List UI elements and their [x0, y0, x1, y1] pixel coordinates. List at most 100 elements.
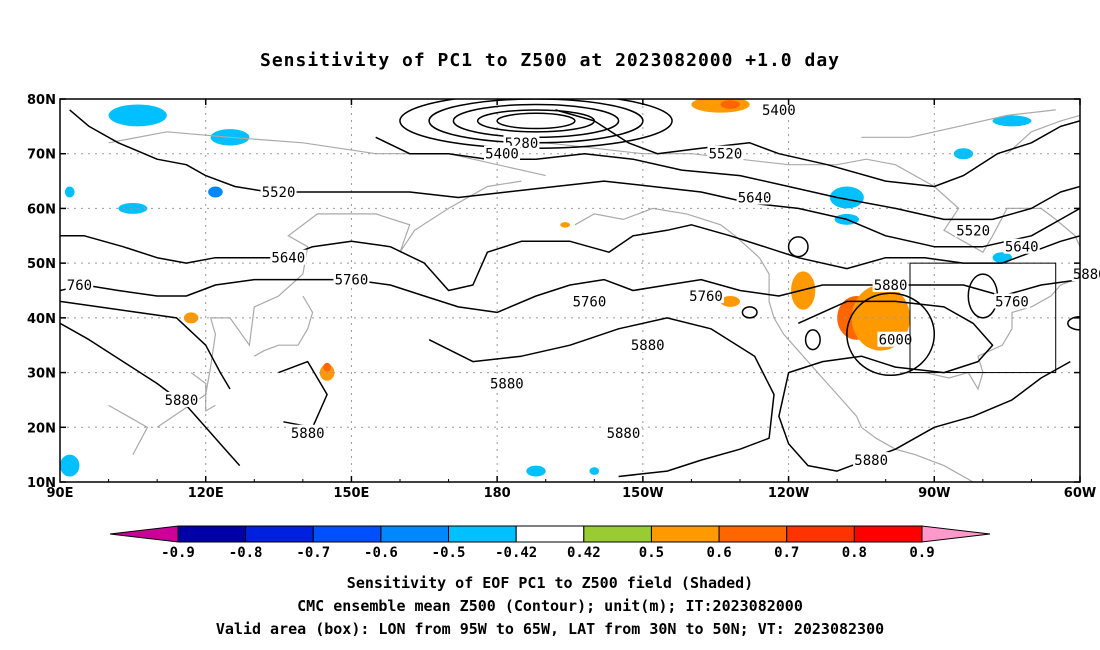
contour-label-bg [1071, 266, 1100, 282]
z500-contour [278, 360, 328, 429]
colorbar-label: -0.5 [432, 545, 466, 561]
lat-label: 30N [27, 367, 56, 382]
z500-contours [60, 99, 1080, 478]
shading-patch [720, 295, 740, 307]
z500-contour [476, 109, 596, 133]
contour-label: 5760 [995, 294, 1029, 310]
coastline [108, 404, 149, 455]
contour-label-bg [65, 277, 94, 293]
caption-shading: Sensitivity of EOF PC1 to Z500 field (Sh… [346, 574, 754, 592]
lat-label: 40N [27, 312, 56, 327]
contour-label-bg [736, 189, 773, 205]
contour-label: 5880 [607, 426, 641, 442]
coastline [900, 273, 1080, 391]
coastline [156, 180, 522, 428]
contour-label-bg [333, 271, 370, 287]
colorbar-swatch [515, 525, 585, 543]
lon-label: 180 [484, 486, 511, 501]
coastline [545, 142, 1080, 254]
lat-label: 20N [27, 421, 56, 436]
colorbar-label: 0.9 [909, 545, 934, 561]
colorbar-swatch [786, 525, 855, 543]
contour-label-bg [270, 249, 307, 265]
contour-label-bg [1003, 238, 1040, 254]
lat-label: 10N [27, 476, 56, 491]
z500-contour [69, 109, 1080, 248]
contour-label: 5640 [271, 251, 305, 267]
contour-label: 5760 [689, 289, 723, 305]
z500-contour [846, 292, 936, 377]
z500-contour [1067, 316, 1080, 331]
coastline [108, 131, 546, 177]
contour-label: 5400 [762, 103, 796, 119]
map-title: Sensitivity of PC1 to Z500 at 2023082000… [259, 50, 840, 71]
map-frame [59, 98, 1081, 483]
contour-label: 5520 [956, 223, 990, 239]
colorbar-label: -0.7 [296, 545, 330, 561]
z500-contour [787, 236, 809, 258]
contour-label: 5880 [854, 453, 888, 469]
colorbar-label: -0.42 [495, 545, 537, 561]
contour-label: 6000 [879, 333, 913, 349]
colorbar-label: 0.7 [774, 545, 799, 561]
contour-label-bg [488, 375, 525, 391]
caption-contour: CMC ensemble mean Z500 (Contour); unit(m… [297, 597, 803, 615]
contour-label: 5880 [490, 377, 524, 393]
contour-label: 5640 [738, 190, 772, 206]
contour-label-bg [571, 293, 608, 309]
contour-label: 5880 [1073, 267, 1100, 283]
contour-label-bg [994, 293, 1030, 309]
coastline [254, 295, 314, 357]
lon-label: 120E [188, 486, 224, 501]
colorbar-swatch [853, 525, 923, 543]
colorbar-swatch [245, 525, 314, 543]
coastline [190, 372, 216, 412]
shading-patch [589, 467, 600, 475]
shading-patch [118, 202, 148, 214]
colorbar-swatch [380, 525, 450, 543]
colorbar-swatch [583, 525, 652, 543]
sensitivity-shading [60, 99, 1032, 477]
lat-label: 60N [27, 202, 56, 217]
shading-patch [108, 104, 167, 127]
shading-patch [829, 186, 864, 209]
z500-contour [60, 278, 1080, 314]
contour-label: 5760 [573, 294, 607, 310]
contour-label: 5640 [1005, 240, 1039, 256]
z500-contour [60, 224, 1080, 292]
lat-label: 70N [27, 148, 56, 163]
colorbar-label: -0.9 [161, 545, 195, 561]
caption-valid-area: Valid area (box): LON from 95W to 65W, L… [215, 620, 885, 638]
z500-contour [555, 109, 1080, 188]
contour-label-bg [853, 452, 890, 468]
contour-label-bg [955, 222, 992, 238]
colorbar-swatch [448, 525, 517, 543]
coastline [1006, 114, 1080, 155]
z500-contour [778, 300, 1071, 472]
contour-label-bg [484, 145, 520, 161]
colorbar: -0.9 -0.8 -0.7 -0.6 -0.5 -0.42 0.42 0.5 0.6 0.7 0.… [109, 525, 991, 561]
contour-label-bg [289, 424, 326, 440]
contour-label-bg [760, 101, 797, 117]
z500-contour [741, 306, 758, 319]
colorbar-label: 0.6 [706, 545, 731, 561]
contour-label-bg [629, 337, 666, 353]
shading-patch [60, 454, 80, 477]
z500-contour [496, 112, 576, 130]
shading-patch [992, 115, 1032, 127]
shading-patch [560, 222, 571, 228]
contour-label: 5400 [485, 147, 519, 163]
coastline [574, 207, 974, 482]
lon-label: 90W [918, 486, 950, 501]
contour-label-bg [260, 184, 297, 200]
contour-label: 5760 [335, 273, 369, 289]
contour-label: 5880 [631, 338, 665, 354]
gridlines [60, 99, 1080, 482]
contour-label-bg [605, 424, 642, 440]
colorbar-swatch [177, 525, 247, 543]
z500-contour [375, 136, 1080, 221]
shading-patch [720, 100, 740, 109]
shading-patch [64, 186, 75, 198]
